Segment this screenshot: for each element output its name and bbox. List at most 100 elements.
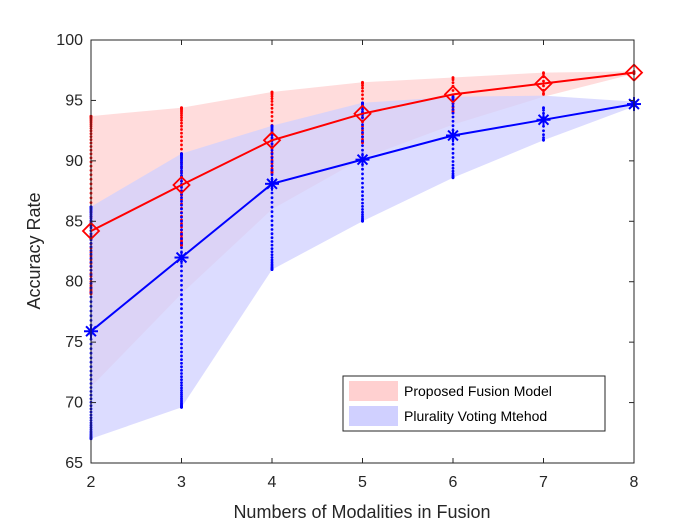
- scatter-point-s2-x3: [180, 298, 183, 301]
- scatter-point-s2-x4: [270, 168, 274, 172]
- scatter-point-s2-x3: [180, 274, 183, 278]
- scatter-point-s2-x5: [361, 123, 364, 126]
- scatter-point-s2-x3: [180, 279, 183, 282]
- scatter-point-s2-x4: [270, 142, 274, 146]
- x-tick-label: 5: [358, 474, 367, 491]
- scatter-point-s2-x7: [542, 133, 545, 137]
- scatter-point-s2-x4: [270, 223, 274, 227]
- confidence-bands: [91, 71, 634, 439]
- x-ticks: 2 3 4 5 6 7 8: [87, 40, 639, 491]
- scatter-point-s2-x3: [180, 224, 183, 227]
- legend-label-plurality: Plurality Voting Mtehod: [404, 408, 547, 424]
- scatter-point-s2-x6: [451, 160, 455, 163]
- x-tick-label: 3: [177, 474, 186, 491]
- y-tick-label: 95: [65, 92, 83, 109]
- scatter-point-s2-x3: [180, 293, 183, 297]
- scatter-point-s2-x3: [180, 386, 183, 390]
- scatter-point-s2-x5: [361, 177, 364, 180]
- y-tick-label: 100: [56, 32, 83, 49]
- scatter-point-s2-x4: [270, 247, 274, 251]
- scatter-point-s2-x3: [180, 215, 183, 219]
- scatter-point-s1-x3: [180, 131, 183, 135]
- scatter-point-s2-x3: [180, 302, 183, 306]
- legend-swatch-plurality: [349, 406, 398, 426]
- scatter-point-s1-x3: [180, 118, 183, 122]
- scatter-point-s1-x3: [180, 116, 183, 120]
- scatter-point-s2-x5: [361, 108, 364, 111]
- scatter-point-s2-x3: [180, 196, 183, 200]
- scatter-point-s2-x3: [180, 186, 183, 189]
- scatter-point-s2-x5: [361, 139, 364, 143]
- scatter-point-s2-x3: [180, 283, 183, 287]
- scatter-point-s2-x6: [451, 104, 455, 108]
- scatter-point-s1-x6: [451, 81, 455, 84]
- scatter-point-s2-x4: [270, 201, 274, 204]
- scatter-point-s1-x4: [270, 119, 274, 123]
- scatter-point-s1-x3: [180, 106, 183, 110]
- scatter-point-s2-x4: [270, 136, 274, 140]
- x-tick-label: 8: [630, 474, 639, 491]
- scatter-point-s2-x7: [542, 106, 545, 110]
- scatter-point-s1-x4: [270, 97, 274, 100]
- scatter-point-s1-x5: [361, 86, 364, 90]
- scatter-point-s2-x6: [451, 124, 455, 128]
- marker-diamond-x7: [534, 74, 553, 93]
- scatter-point-s1-x4: [270, 115, 274, 118]
- scatter-point-s2-x4: [270, 196, 274, 200]
- marker-asterisk-x7: [536, 112, 551, 127]
- scatter-point-s2-x7: [542, 129, 545, 133]
- scatter-point-s2-x3: [180, 391, 183, 395]
- scatter-point-s2-x3: [180, 325, 183, 329]
- scatter-point-s2-x5: [361, 210, 364, 214]
- scatter-point-s2-x3: [180, 166, 183, 170]
- scatter-point-s2-x6: [451, 163, 455, 167]
- scatter-point-s2-x4: [270, 173, 274, 177]
- scatter-point-s2-x3: [180, 207, 183, 211]
- scatter-point-s2-x6: [451, 95, 455, 99]
- scatter-point-s1-x4: [270, 103, 274, 107]
- scatter-point-s2-x4: [270, 124, 274, 128]
- marker-asterisk-x6: [446, 128, 460, 143]
- scatter-point-s1-x5: [361, 89, 364, 93]
- scatter-point-s2-x5: [361, 126, 364, 130]
- scatter-point-s2-x5: [361, 101, 364, 105]
- scatter-point-s2-x4: [270, 253, 274, 257]
- scatter-point-s2-x7: [542, 138, 545, 142]
- asterisk-stroke: [175, 251, 188, 264]
- scatter-point-s2-x3: [180, 338, 183, 342]
- scatter-point-s2-x6: [451, 115, 455, 119]
- scatter-point-s2-x6: [451, 169, 455, 173]
- scatter-point-s1-x3: [180, 128, 183, 131]
- scatter-point-s2-x4: [270, 256, 274, 259]
- scatter-point-s2-x3: [180, 241, 183, 245]
- scatter-point-s2-x3: [180, 342, 183, 346]
- scatter-point-s1-x4: [270, 100, 274, 103]
- x-tick-label: 6: [449, 474, 458, 491]
- asterisk-stroke: [537, 114, 550, 126]
- x-axis-title: Numbers of Modalities in Fusion: [233, 502, 490, 522]
- legend: Proposed Fusion Model Plurality Voting M…: [342, 375, 606, 432]
- scatter-point-s2-x6: [451, 151, 455, 155]
- scatter-point-s2-x3: [180, 384, 183, 387]
- scatter-point-s2-x3: [180, 232, 183, 236]
- scatter-point-s2-x3: [180, 174, 183, 178]
- scatter-point-s2-x6: [451, 111, 455, 115]
- scatter-point-s2-x3: [180, 372, 183, 375]
- scatter-point-s2-x5: [361, 131, 364, 134]
- scatter-point-s2-x5: [361, 167, 364, 171]
- scatter-point-s2-x6: [451, 156, 455, 159]
- scatter-point-s1-x4: [270, 90, 274, 94]
- scatter-point-s2-x3: [180, 246, 183, 250]
- scatter-point-s2-x4: [270, 250, 274, 254]
- scatter-point-s2-x3: [180, 368, 183, 372]
- scatter-point-s2-x5: [361, 201, 364, 205]
- marker-diamond-x4: [262, 131, 282, 150]
- legend-swatch-proposed: [349, 381, 398, 401]
- scatter-point-s2-x4: [270, 243, 274, 247]
- scatter-point-s1-x3: [180, 124, 183, 128]
- scatter-point-s2-x6: [451, 142, 455, 146]
- scatter-point-s2-x3: [180, 350, 183, 354]
- scatter-point-s2-x3: [180, 237, 183, 241]
- scatter-point-s2-x3: [180, 264, 183, 268]
- scatter-point-s2-x3: [180, 203, 183, 207]
